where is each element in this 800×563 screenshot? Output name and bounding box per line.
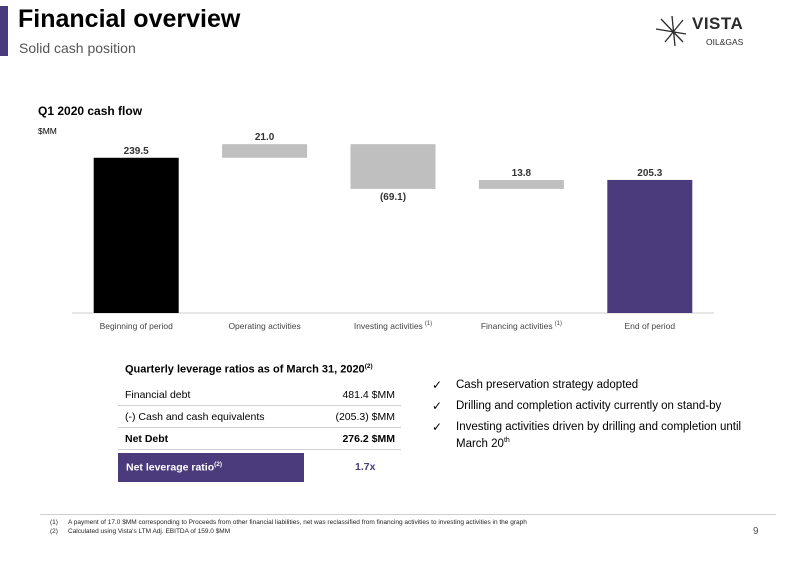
footnote: (2) Calculated using Vista's LTM Adj. EBI… [50, 528, 230, 535]
net-leverage-box [118, 453, 304, 482]
row-divider [118, 427, 401, 428]
category-label: Investing activities (1) [354, 321, 432, 331]
list-item: ✓ Drilling and completion activity curre… [432, 400, 762, 413]
bar [607, 179, 693, 313]
table-row-net-debt: Net Debt 276.2 $MM [125, 433, 397, 455]
row-divider [118, 449, 401, 450]
table-row: (-) Cash and cash equivalents (205.3) $M… [125, 411, 397, 433]
leverage-table-title: Quarterly leverage ratios as of March 31… [125, 363, 373, 376]
bullet-text: Cash preservation strategy adopted [456, 379, 639, 391]
data-label: 239.5 [124, 146, 149, 157]
leverage-table-title-note: (2) [364, 363, 373, 370]
bar [350, 144, 436, 189]
logo-subtext: OIL&GAS [706, 37, 744, 47]
vista-logo-icon [655, 15, 687, 47]
category-note: (1) [425, 321, 432, 327]
net-leverage-label: Net leverage ratio(2) [126, 461, 223, 474]
footnote-text: Calculated using Vista's LTM Adj. EBITDA… [68, 528, 231, 535]
net-leverage-note: (2) [214, 461, 223, 468]
row-value: (205.3) $MM [335, 411, 395, 423]
checkmark-icon: ✓ [432, 399, 443, 413]
bullet-text: Investing activities driven by drilling … [456, 421, 742, 450]
data-label: (69.1) [380, 192, 406, 203]
chart-title: Q1 2020 cash flow [38, 104, 143, 118]
accent-bar [0, 6, 8, 56]
data-label: 205.3 [637, 168, 662, 179]
row-label: Financial debt [125, 389, 191, 401]
bar [478, 180, 564, 189]
row-label: (-) Cash and cash equivalents [125, 411, 265, 423]
footnote: (1) A payment of 17.0 $MM corresponding t… [50, 519, 527, 526]
list-item: ✓ Cash preservation strategy adopted [432, 379, 762, 392]
bullet-text: Drilling and completion activity current… [456, 400, 722, 412]
footnote-number: (1) [50, 519, 58, 526]
category-note: (1) [555, 321, 562, 327]
data-label: 21.0 [255, 132, 275, 143]
row-label: Net Debt [125, 433, 169, 445]
category-label: End of period [625, 321, 676, 331]
data-label: 13.8 [512, 168, 532, 179]
chart-unit: $MM [38, 126, 57, 136]
row-divider [118, 405, 401, 406]
footer-divider [40, 514, 776, 515]
category-label: Operating activities [228, 321, 300, 331]
bullet-list: ✓ Cash preservation strategy adopted ✓ D… [432, 379, 762, 459]
cash-flow-waterfall-chart: 239.5 Beginning of period 21.0 Operating ac… [72, 132, 714, 331]
page-subtitle: Solid cash position [19, 40, 136, 56]
bar [93, 157, 179, 313]
list-item: ✓ Investing activities driven by drillin… [432, 421, 762, 451]
footnote-number: (2) [50, 528, 58, 535]
category-label: Financing activities (1) [481, 321, 562, 331]
bullet-superscript: th [503, 437, 510, 444]
bar [222, 144, 308, 158]
logo-wordmark: VISTA [692, 14, 744, 33]
table-row: Financial debt 481.4 $MM [125, 389, 397, 411]
row-value: 481.4 $MM [342, 389, 395, 401]
checkmark-icon: ✓ [432, 378, 443, 392]
checkmark-icon: ✓ [432, 420, 443, 434]
footnote-text: A payment of 17.0 $MM corresponding to P… [68, 519, 527, 526]
page-title: Financial overview [18, 5, 241, 33]
net-leverage-value: 1.7x [355, 461, 376, 473]
category-label: Beginning of period [100, 321, 174, 331]
page-number: 9 [753, 526, 759, 537]
row-value: 276.2 $MM [342, 433, 395, 445]
